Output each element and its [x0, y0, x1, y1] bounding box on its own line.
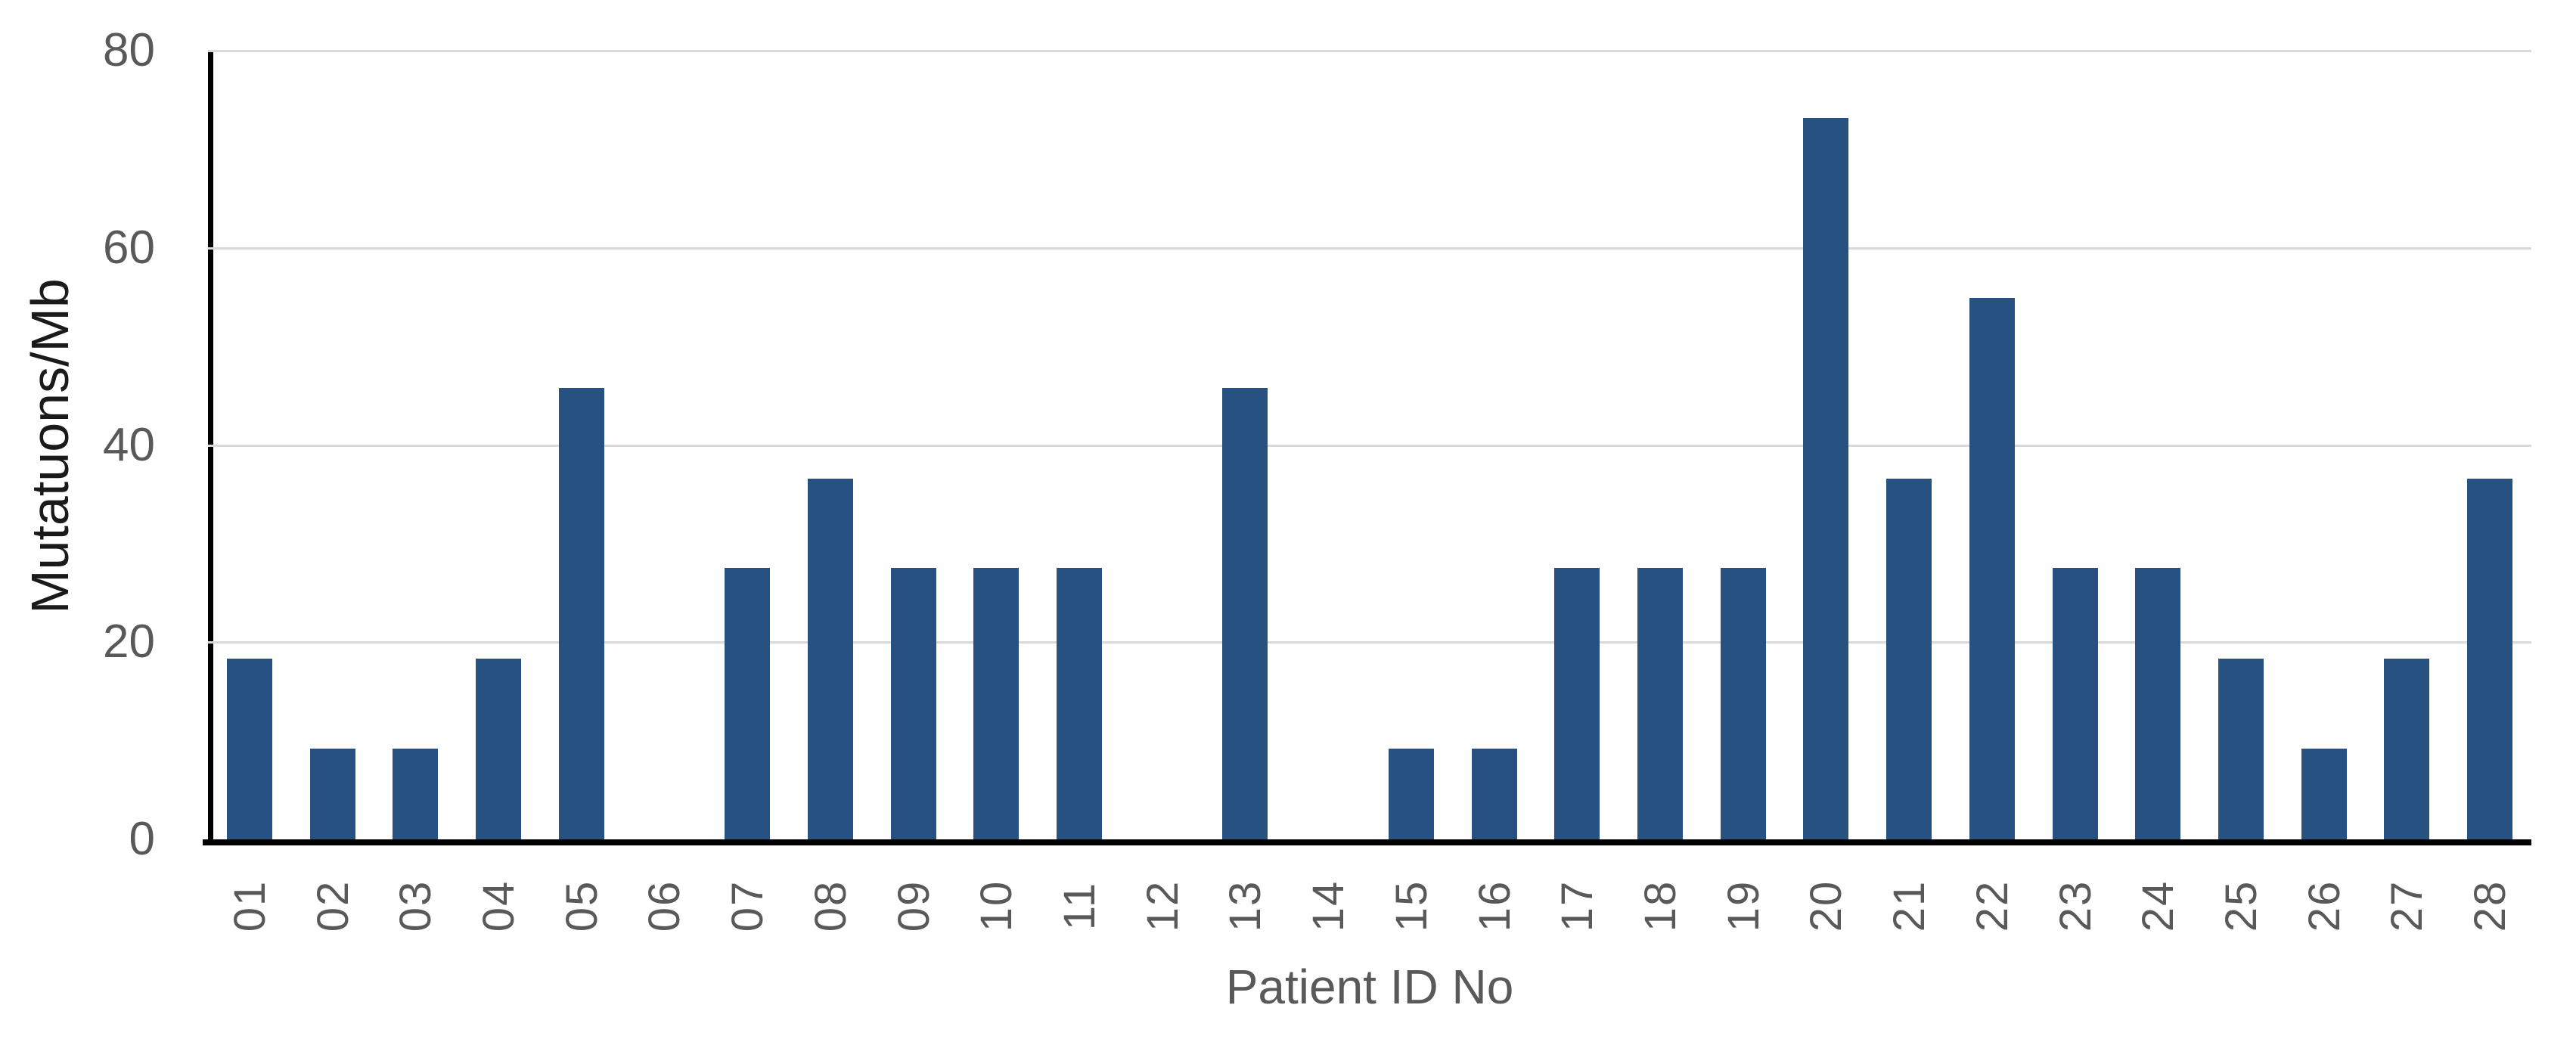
y-axis-tick-label: 40: [103, 418, 155, 471]
gridline: [208, 641, 2531, 644]
bar: [807, 478, 853, 839]
x-axis-tick-label: 01: [225, 879, 275, 932]
x-axis-tick-label: 23: [2050, 879, 2100, 932]
y-axis-tick-label: 60: [103, 221, 155, 274]
bar: [1969, 298, 2015, 839]
bar: [2218, 659, 2264, 839]
bar: [476, 659, 521, 839]
bar: [725, 568, 771, 839]
x-axis-line: [203, 839, 2531, 845]
bar: [2384, 659, 2430, 839]
gridline: [208, 50, 2531, 52]
x-axis-tick-label: 12: [1137, 879, 1187, 932]
x-axis-tick-label: 21: [1884, 879, 1934, 932]
x-axis-tick-label: 17: [1552, 879, 1602, 932]
bar: [1554, 568, 1600, 839]
bar: [309, 749, 355, 839]
y-axis-tick-label: 80: [103, 24, 155, 76]
x-axis-tick-label: 19: [1718, 879, 1768, 932]
bar: [1222, 387, 1268, 839]
x-axis-tick-label: 27: [2382, 879, 2432, 932]
bar: [973, 568, 1020, 839]
gridline: [208, 247, 2531, 250]
x-axis-tick-label: 18: [1635, 879, 1685, 932]
bar: [2052, 568, 2098, 839]
x-axis-tick-label: 10: [971, 879, 1021, 932]
bar: [1803, 117, 1849, 839]
x-axis-tick-label: 16: [1470, 879, 1519, 932]
bar: [558, 387, 604, 839]
x-axis-tick-label: 24: [2133, 879, 2183, 932]
x-axis-tick-label: 28: [2465, 879, 2515, 932]
x-axis-tick-label: 26: [2299, 879, 2349, 932]
y-axis-line: [208, 51, 213, 845]
y-axis-tick-label: 0: [129, 813, 155, 865]
x-axis-tick-label: 20: [1801, 879, 1851, 932]
bar: [226, 659, 272, 839]
x-axis-tick-label: 13: [1220, 879, 1270, 932]
x-axis-title: Patient ID No: [1225, 960, 1514, 1014]
y-axis-tick-label: 20: [103, 616, 155, 668]
bar: [1388, 749, 1434, 839]
x-axis-tick-label: 15: [1386, 879, 1436, 932]
bar: [2467, 478, 2513, 839]
x-axis-tick-label: 07: [722, 879, 772, 932]
bar: [1057, 568, 1102, 839]
x-axis-tick-label: 14: [1303, 879, 1353, 932]
x-axis-tick-label: 22: [1967, 879, 2017, 932]
x-axis-tick-label: 25: [2216, 879, 2266, 932]
x-axis-tick-label: 08: [805, 879, 855, 932]
x-axis-tick-label: 05: [557, 879, 607, 932]
x-axis-tick-label: 02: [308, 879, 358, 932]
bar: [890, 568, 936, 839]
bar: [1886, 478, 1932, 839]
x-axis-tick-label: 04: [473, 879, 523, 932]
x-axis-tick-label: 06: [639, 879, 689, 932]
bar: [1720, 568, 1766, 839]
bar: [393, 749, 439, 839]
bar: [1637, 568, 1683, 839]
gridline: [208, 444, 2531, 447]
bar: [1471, 749, 1517, 839]
x-axis-tick-label: 03: [390, 879, 440, 932]
bar: [2135, 568, 2181, 839]
x-axis-tick-label: 09: [889, 879, 939, 932]
x-axis-tick-label: 11: [1054, 881, 1104, 931]
bar: [2301, 749, 2347, 839]
